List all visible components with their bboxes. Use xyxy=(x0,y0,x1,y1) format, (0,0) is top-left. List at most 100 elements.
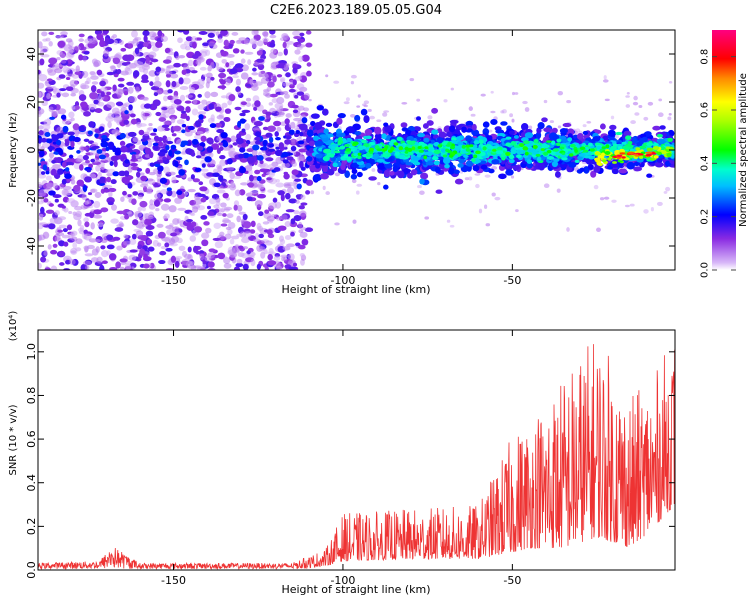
heatmap-cell xyxy=(299,32,305,37)
heatmap-cell xyxy=(89,188,98,193)
heatmap-cell xyxy=(51,168,57,176)
heatmap-cell xyxy=(78,54,83,61)
heatmap-cell xyxy=(248,168,253,176)
heatmap-cell xyxy=(157,165,164,172)
heatmap-cell xyxy=(256,154,264,161)
heatmap-cell xyxy=(284,139,292,145)
heatmap-cell xyxy=(150,58,159,63)
heatmap-cell xyxy=(100,165,105,170)
heatmap-cell xyxy=(262,139,268,147)
heatmap-cell xyxy=(246,148,254,153)
heatmap-cell xyxy=(319,161,329,166)
heatmap-cell xyxy=(293,210,300,215)
heatmap-cell xyxy=(306,129,314,137)
heatmap-cell xyxy=(267,253,273,261)
heatmap-cell xyxy=(643,116,649,121)
heatmap-cell xyxy=(286,186,295,194)
heatmap-cell xyxy=(192,206,199,213)
heatmap-cell xyxy=(356,105,361,108)
heatmap-cell xyxy=(543,183,550,189)
heatmap-cell xyxy=(277,225,287,231)
heatmap-cell xyxy=(42,123,51,131)
heatmap-cell xyxy=(141,74,149,82)
heatmap-cell xyxy=(262,37,269,43)
heatmap-cell xyxy=(78,33,85,38)
heatmap-cell xyxy=(208,152,214,158)
heatmap-cell xyxy=(510,175,515,179)
heatmap-cell xyxy=(367,108,372,112)
heatmap-cell xyxy=(73,184,81,192)
heatmap-cell xyxy=(90,85,97,93)
heatmap-cell xyxy=(163,166,170,174)
heatmap-cell xyxy=(123,90,129,96)
heatmap-cell xyxy=(246,250,251,255)
heatmap-cell xyxy=(313,135,319,141)
heatmap-cell xyxy=(134,47,140,55)
heatmap-cell xyxy=(509,113,514,118)
heatmap-cell xyxy=(526,159,533,164)
heatmap-cell xyxy=(610,115,615,120)
heatmap-cell xyxy=(153,199,161,207)
heatmap-cell xyxy=(238,153,245,159)
heatmap-cell xyxy=(236,258,243,264)
heatmap-cell xyxy=(99,264,105,270)
heatmap-cell xyxy=(38,213,44,218)
heatmap-cell xyxy=(214,122,222,128)
heatmap-cell xyxy=(58,240,66,247)
heatmap-cell xyxy=(94,239,101,243)
heatmap-cell xyxy=(325,122,333,128)
heatmap-cell xyxy=(141,223,148,228)
heatmap-cell xyxy=(218,72,227,79)
heatmap-cell xyxy=(182,250,187,258)
heatmap-cell xyxy=(480,93,486,97)
heatmap-cell xyxy=(275,265,283,270)
heatmap-cell xyxy=(204,91,211,99)
heatmap-cell xyxy=(106,244,115,250)
heatmap-cell xyxy=(431,129,439,135)
heatmap-cell xyxy=(426,120,434,126)
heatmap-cell xyxy=(79,224,85,232)
heatmap-cell xyxy=(298,229,304,234)
heatmap-cell xyxy=(557,125,562,129)
heatmap-cell xyxy=(197,93,202,98)
heatmap-cell xyxy=(185,106,191,113)
heatmap-cell xyxy=(247,182,254,188)
heatmap-cell xyxy=(134,37,139,41)
heatmap-cell xyxy=(46,93,51,100)
heatmap-cell xyxy=(127,86,134,94)
heatmap-cell xyxy=(343,101,350,105)
heatmap-cell xyxy=(277,51,283,57)
heatmap-cell xyxy=(86,77,91,85)
heatmap-cell xyxy=(269,42,276,48)
heatmap-cell xyxy=(285,72,291,78)
heatmap-cell xyxy=(201,99,208,105)
heatmap-cell xyxy=(301,117,308,124)
heatmap-cell xyxy=(226,213,234,219)
heatmap-cell xyxy=(162,156,168,161)
heatmap-cell xyxy=(55,35,64,39)
heatmap-cell xyxy=(154,193,161,200)
heatmap-cell xyxy=(200,135,207,142)
heatmap-cell xyxy=(449,119,459,124)
heatmap-cell xyxy=(220,95,228,99)
heatmap-cell xyxy=(52,243,58,248)
heatmap-cell xyxy=(197,145,204,151)
heatmap-cell xyxy=(238,37,247,41)
heatmap-cell xyxy=(160,35,169,42)
heatmap-cell xyxy=(169,73,179,79)
heatmap-cell xyxy=(260,77,269,84)
heatmap-cell xyxy=(294,49,301,55)
heatmap-cell xyxy=(38,137,42,144)
heatmap-cell xyxy=(134,60,144,68)
heatmap-cell xyxy=(50,249,58,255)
heatmap-cell xyxy=(38,183,43,189)
heatmap-cell xyxy=(84,212,92,217)
heatmap-cell xyxy=(113,73,119,78)
heatmap-cell xyxy=(512,165,520,171)
heatmap-cell xyxy=(60,31,68,36)
heatmap-cell xyxy=(168,205,177,213)
heatmap-cell xyxy=(217,85,227,89)
heatmap-cell xyxy=(369,158,375,164)
heatmap-cell xyxy=(107,121,112,128)
heatmap-cell xyxy=(500,121,508,126)
